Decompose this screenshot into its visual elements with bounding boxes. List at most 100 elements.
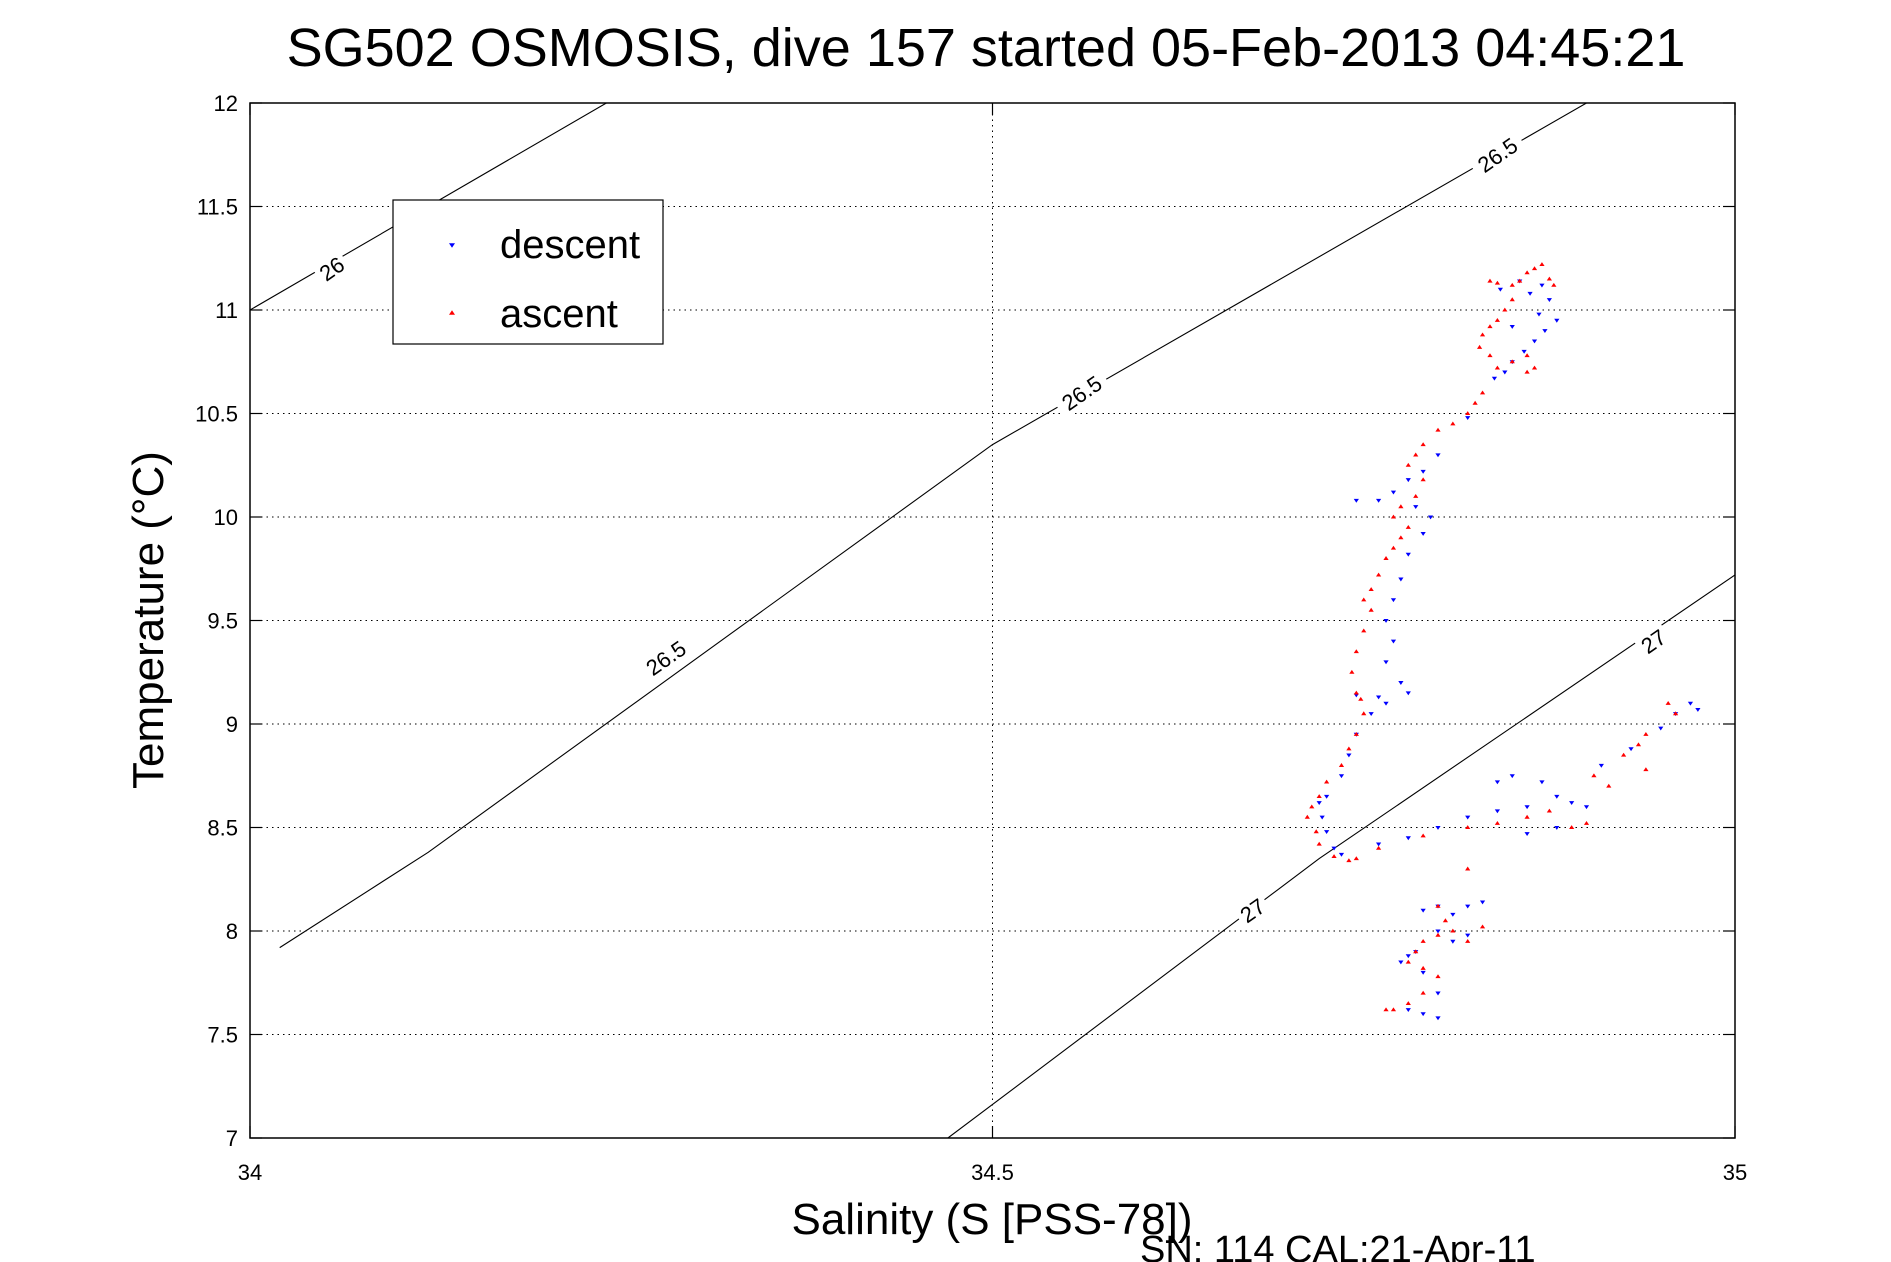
data-point-ascent [1420,833,1426,838]
data-point-ascent [1376,572,1382,577]
y-axis-label: Temperature (°C) [124,451,173,789]
y-tick-label: 7.5 [207,1023,238,1048]
data-point-ascent [1383,1007,1389,1012]
data-point-ascent [1420,965,1426,970]
data-point-descent [1509,325,1515,329]
data-point-descent [1554,825,1560,830]
data-point-ascent [1313,829,1319,834]
data-point-ascent [1524,814,1530,819]
data-point-descent [1598,763,1604,768]
data-point-ascent [1539,262,1545,267]
data-point-ascent [1390,1007,1397,1012]
y-tick-label: 8.5 [207,816,238,841]
data-point-ascent [1487,353,1493,358]
data-point-descent [1338,852,1345,857]
data-point-descent [1427,515,1434,520]
contour-label-background [1231,889,1273,930]
data-point-descent [1390,490,1397,495]
data-point-descent [1405,552,1411,557]
data-point-ascent [1398,535,1404,540]
y-tick-label: 11 [215,298,238,323]
data-point-ascent [1509,297,1515,302]
data-point-ascent [1353,649,1359,654]
data-point-ascent [1309,804,1315,809]
data-point-ascent [1316,841,1322,846]
data-point-descent [1353,498,1359,503]
data-point-descent [1628,747,1634,752]
data-point-descent [1583,805,1590,810]
data-point-descent [1539,780,1545,785]
data-point-ascent [1591,773,1597,778]
data-point-ascent [1524,353,1530,358]
data-point-ascent [1479,390,1486,395]
data-point-ascent [1358,696,1364,701]
data-point-ascent [1435,903,1441,908]
serial-calibration-label: SN: 114 CAL:21-Apr-11 [1140,1229,1536,1262]
chart-title: SG502 OSMOSIS, dive 157 started 05-Feb-2… [287,18,1686,78]
data-point-descent [1435,1016,1441,1021]
data-point-ascent [1353,856,1359,861]
contour-label-background [310,247,352,288]
data-point-ascent [1405,462,1411,467]
data-point-ascent [1531,365,1538,370]
data-point-ascent [1465,866,1471,871]
data-point-descent [1450,939,1456,944]
density-contour-27 [947,574,1735,1138]
data-point-descent [1465,904,1471,909]
contour-label-background [1050,365,1112,419]
data-point-descent [1524,832,1530,837]
data-point-ascent [1368,587,1374,592]
contour-label-background [1466,127,1528,181]
data-point-ascent [1413,493,1419,498]
data-point-ascent [1621,752,1627,757]
data-point-ascent [1494,318,1500,322]
x-tick-label: 35 [1723,1160,1747,1185]
data-point-ascent [1465,411,1471,416]
y-tick-label: 7 [226,1126,238,1151]
data-point-descent [1497,287,1503,292]
data-point-ascent [1420,939,1426,943]
data-point-ascent [1502,307,1508,312]
data-point-ascent [1331,854,1337,859]
data-point-descent [1383,701,1389,706]
data-point-descent [1324,830,1330,834]
data-point-descent [1324,794,1330,799]
data-point-descent [1420,908,1426,913]
data-point-ascent [1390,545,1397,550]
data-point-ascent [1450,928,1456,933]
data-point-descent [1450,912,1456,917]
data-point-descent [1527,291,1533,296]
data-point-ascent [1583,821,1590,825]
density-contour-26.5 [279,103,1587,949]
data-point-ascent [1472,400,1478,405]
legend-marker-descent-shape [449,243,455,248]
data-point-descent [1494,809,1500,814]
data-point-ascent [1324,779,1330,784]
data-point-ascent [1390,514,1397,519]
data-point-descent [1390,598,1397,603]
data-point-ascent [1435,974,1441,979]
data-point-ascent [1509,359,1515,364]
data-point-ascent [1361,597,1367,602]
data-point-ascent [1479,924,1486,929]
data-point-descent [1479,900,1486,905]
data-point-ascent [1546,276,1552,281]
data-point-descent [1465,416,1471,420]
data-point-ascent [1338,763,1345,767]
data-point-descent [1420,469,1426,474]
data-point-descent [1405,1008,1411,1012]
data-point-descent [1319,815,1325,820]
y-tick-labels: 7 7.5 8 8.5 9 9.5 10 10.5 11 11.5 12 [195,91,238,1151]
data-point-descent [1435,825,1441,830]
data-point-ascent [1531,266,1538,271]
data-point-ascent [1546,808,1552,813]
data-points [1304,262,1701,1021]
data-point-ascent [1361,628,1367,633]
data-point-descent [1539,283,1545,288]
data-point-descent [1413,505,1419,509]
legend-marker-ascent [449,310,455,315]
data-point-descent [1465,933,1471,938]
data-point-ascent [1376,845,1382,850]
data-point-ascent [1346,746,1352,751]
data-point-ascent [1405,959,1411,964]
